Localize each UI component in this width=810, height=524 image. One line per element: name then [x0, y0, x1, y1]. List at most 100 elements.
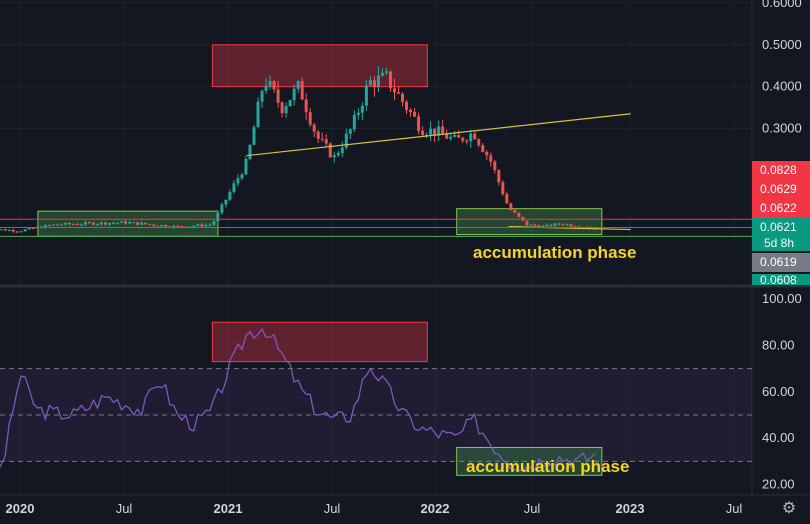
candle-body — [11, 230, 15, 232]
candle-body — [124, 221, 128, 224]
candle-body — [332, 155, 336, 158]
candle-body — [376, 75, 380, 88]
candle-body — [63, 222, 67, 225]
candle-body — [553, 223, 557, 227]
candle-body — [380, 72, 384, 76]
candle-body — [489, 155, 493, 162]
candle-body — [328, 143, 332, 158]
candle-body — [445, 133, 449, 139]
trend-lines — [0, 113, 752, 237]
candle-body — [421, 130, 425, 135]
price-tick-1: 0.5000 — [762, 37, 802, 52]
price-tag-bg-2 — [752, 199, 810, 218]
time-tick-1: Jul — [116, 501, 133, 516]
candle-body — [244, 158, 248, 175]
candle-body — [368, 80, 372, 86]
candle-body — [324, 139, 328, 144]
rsi-line-layer — [0, 327, 596, 472]
candle-body — [152, 224, 156, 226]
candle-body — [284, 106, 288, 114]
zones-back — [37, 44, 603, 476]
candle-body — [569, 224, 573, 227]
candle-body — [3, 229, 7, 231]
price-tag-bg-3 — [752, 218, 810, 236]
candle-body — [437, 126, 441, 136]
time-tick-2: 2021 — [214, 501, 243, 516]
candle-body — [252, 127, 256, 145]
price-tag-bg-1 — [752, 180, 810, 199]
bar-countdown: 5d 8h — [752, 236, 810, 251]
candle-body — [501, 182, 505, 195]
candle-body — [91, 222, 95, 225]
candle-body — [55, 224, 59, 226]
candle-body — [549, 224, 553, 227]
rsi-band-layer — [0, 368, 752, 462]
candle-body — [204, 224, 208, 227]
candle-body — [481, 145, 485, 152]
candle-body — [505, 194, 509, 204]
candle-body — [360, 105, 364, 113]
candle-body — [248, 144, 252, 159]
price-tag-bg-0 — [752, 161, 810, 180]
candle-body — [128, 222, 132, 224]
candle-body — [228, 191, 232, 200]
candle-body — [264, 85, 268, 91]
candle-body — [79, 224, 83, 226]
candle-body — [172, 225, 176, 228]
candle-body — [525, 220, 529, 226]
candle-body — [537, 225, 541, 228]
candle-body — [144, 222, 148, 225]
rsi-tick-2: 60.00 — [762, 384, 795, 399]
rsi-tick-1: 80.00 — [762, 337, 795, 352]
candle-body — [433, 128, 437, 136]
price-tick-3: 0.3000 — [762, 120, 802, 135]
price-tag-3: 0.0621 — [760, 220, 797, 234]
candle-body — [336, 152, 340, 156]
candle-body — [268, 81, 272, 86]
zone-accum-2022 — [456, 208, 603, 236]
time-tick-0: 2020 — [6, 501, 35, 516]
candle-body — [308, 112, 312, 125]
candle-body — [396, 92, 400, 94]
candle-body — [449, 136, 453, 139]
candle-body — [517, 212, 521, 217]
candle-body — [176, 225, 180, 227]
candle-body — [356, 112, 360, 115]
candle-body — [51, 224, 55, 226]
gear-icon[interactable]: ⚙ — [781, 500, 797, 517]
zone-top-price — [211, 44, 428, 88]
candle-body — [304, 99, 308, 113]
candle-body — [457, 135, 461, 138]
rsi-tick-4: 20.00 — [762, 477, 795, 492]
candle-body — [276, 89, 280, 103]
candle-body — [272, 81, 276, 90]
candle-body — [497, 170, 501, 183]
candle-body — [160, 225, 164, 227]
candle-body — [256, 101, 260, 128]
candle-body — [75, 224, 79, 226]
time-tick-7: Jul — [726, 501, 743, 516]
candle-body — [47, 225, 51, 227]
candle-body — [292, 88, 296, 101]
candle-body — [7, 230, 11, 232]
candle-body — [545, 224, 549, 227]
price-tag-5: 0.0608 — [760, 274, 797, 285]
rsi-tick-3: 40.00 — [762, 430, 795, 445]
candle-body — [557, 223, 561, 225]
candle-body — [208, 224, 212, 226]
candle-body — [19, 231, 23, 233]
rsi-tick-0: 100.00 — [762, 291, 802, 306]
candle-body — [417, 116, 421, 131]
time-tick-5: Jul — [524, 501, 541, 516]
candle-body — [388, 71, 392, 89]
candle-body — [401, 93, 405, 102]
candle-body — [59, 224, 63, 226]
candle-body — [43, 225, 47, 229]
candle-body — [224, 199, 228, 205]
candle-body — [140, 222, 144, 225]
accumulation-label-rsi: accumulation phase — [466, 457, 630, 476]
candle-body — [465, 140, 469, 142]
candle-body — [240, 174, 244, 179]
candle-body — [453, 135, 457, 137]
